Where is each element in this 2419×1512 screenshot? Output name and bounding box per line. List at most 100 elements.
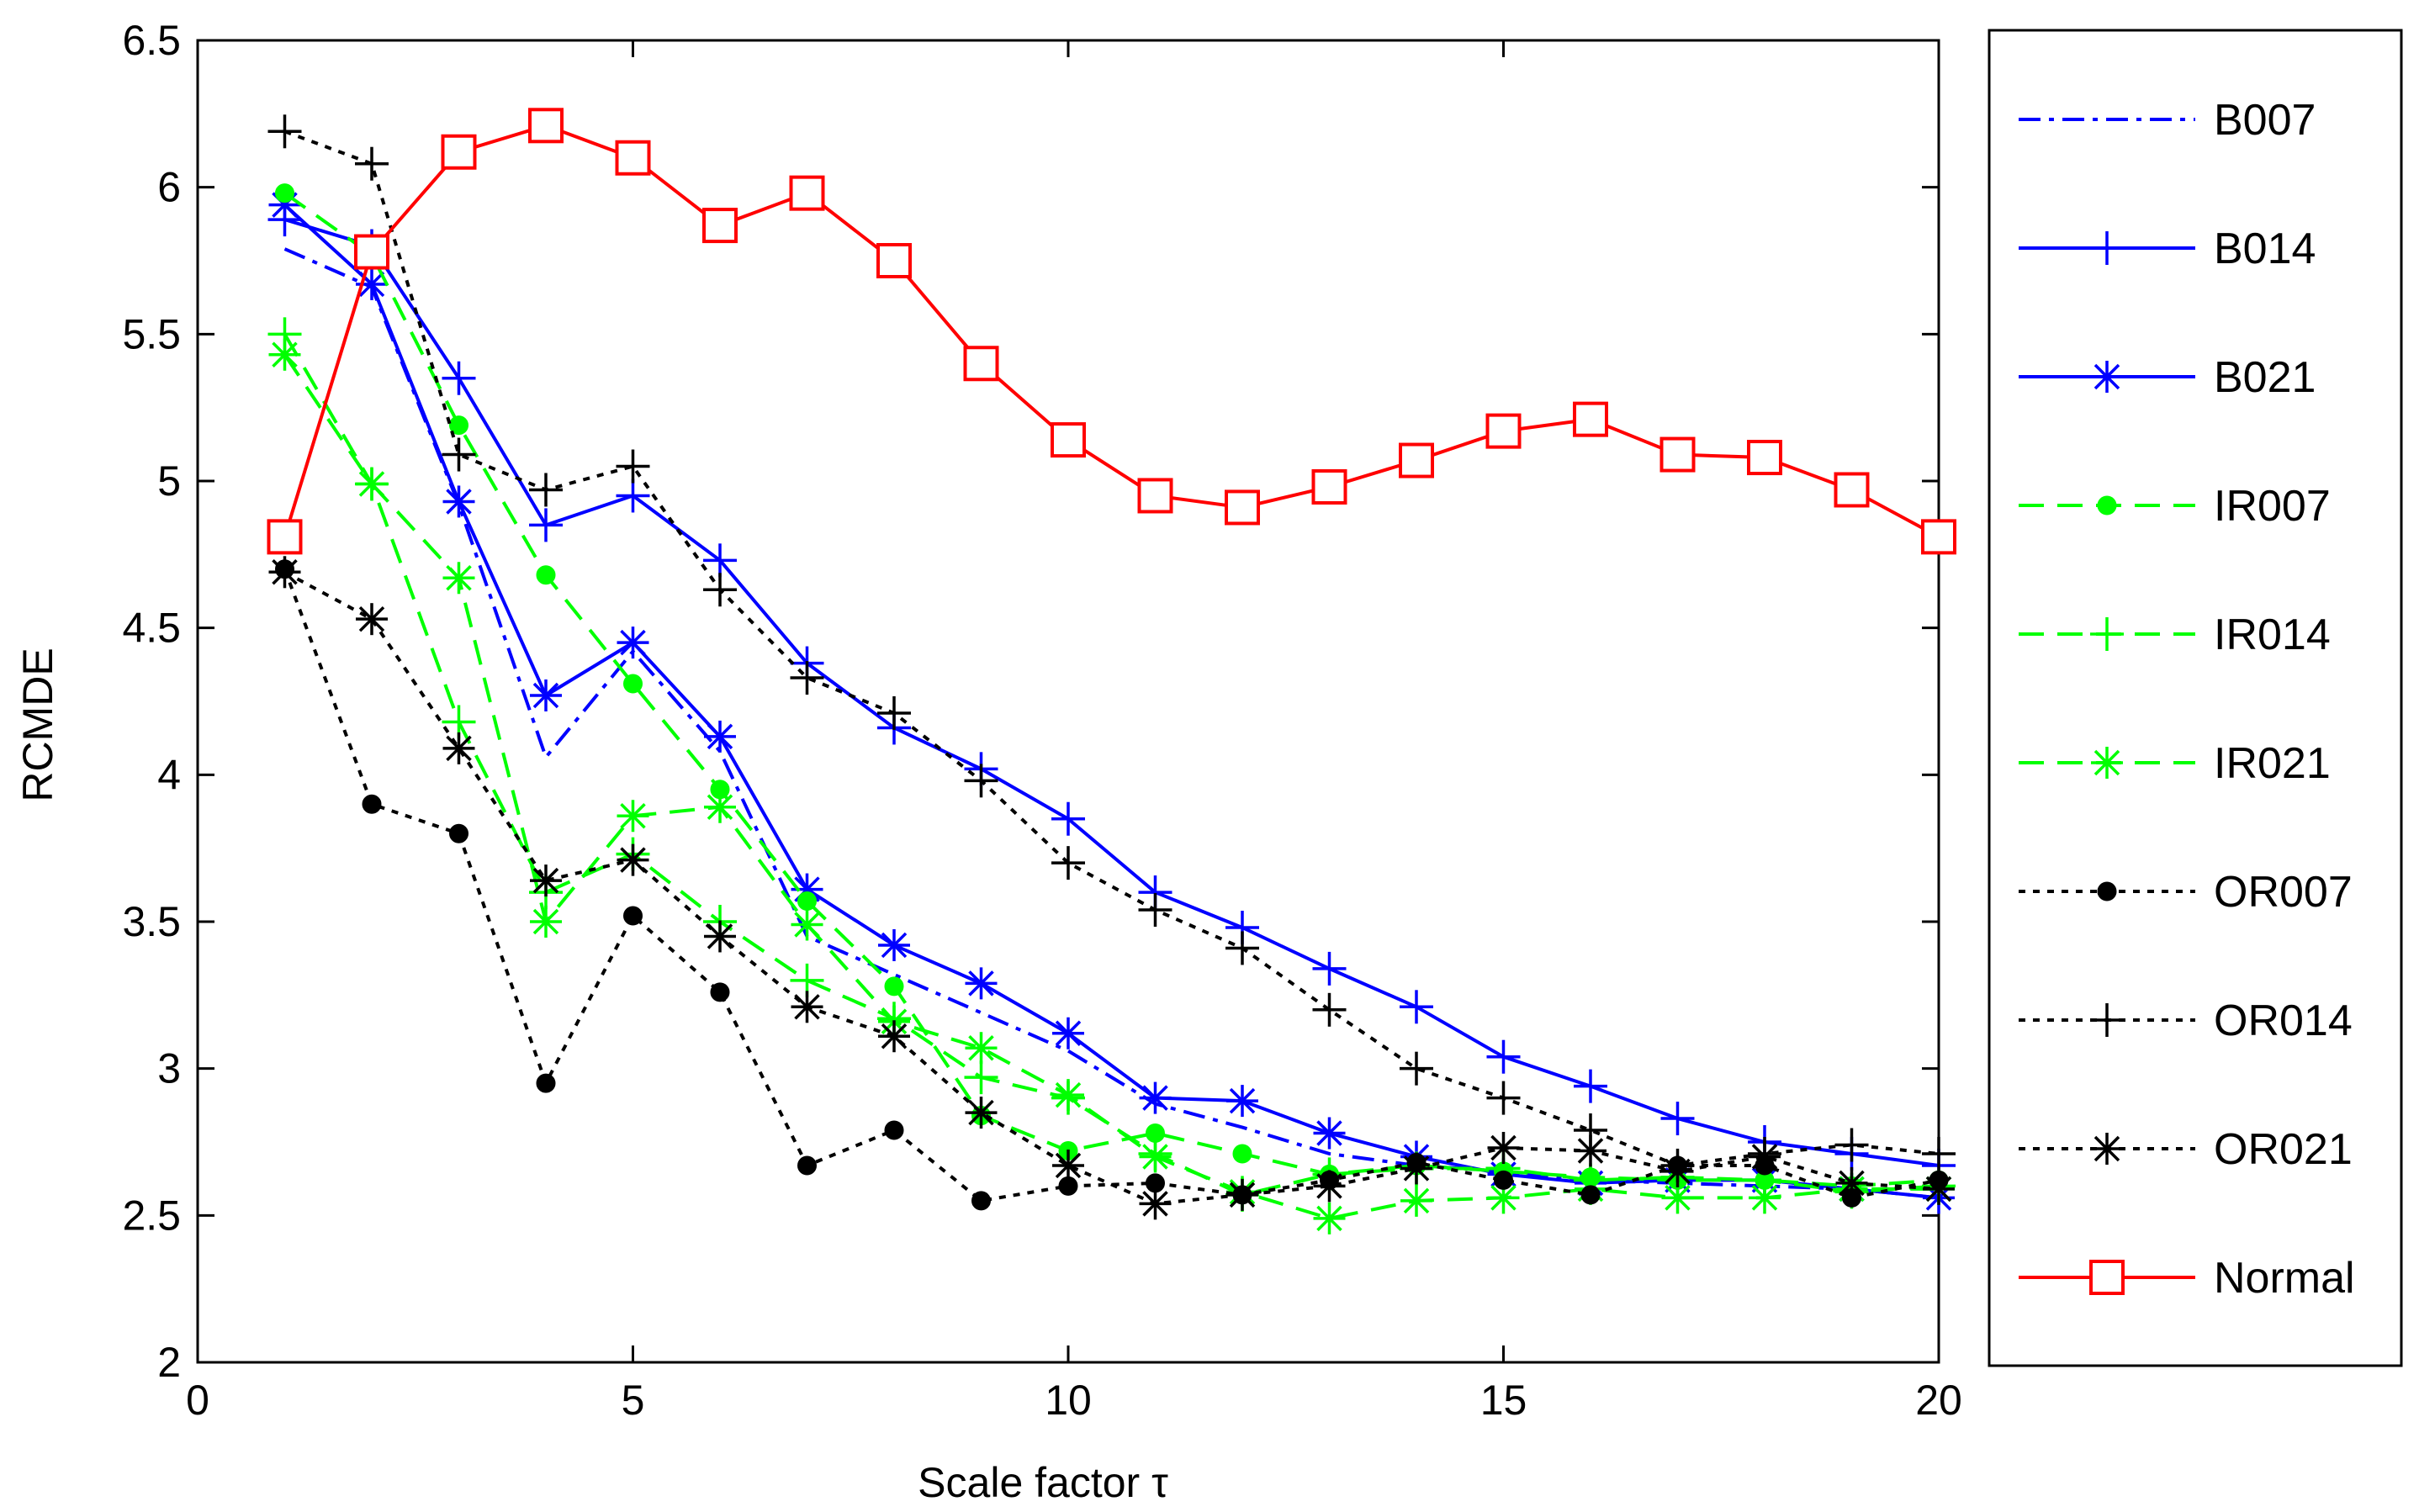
data-point-normal <box>1573 401 1608 437</box>
data-point-b014 <box>1660 1102 1695 1136</box>
series-line-ir007 <box>283 192 1940 1188</box>
legend-marker-b014 <box>2090 231 2124 265</box>
legend-marker-b021 <box>2091 361 2123 393</box>
y-tick-label: 5.5 <box>122 310 181 357</box>
series-b007 <box>283 247 1940 1200</box>
data-point-normal <box>1921 519 1956 555</box>
y-tick-label: 6 <box>157 164 181 211</box>
data-point-normal <box>876 243 912 278</box>
data-point-or014 <box>1225 931 1259 965</box>
y-tick-label: 2 <box>157 1339 181 1386</box>
series-or021 <box>268 556 1955 1220</box>
data-point-b014 <box>1574 1069 1607 1103</box>
data-point-ir021 <box>1400 1184 1432 1217</box>
data-point-ir021 <box>791 908 823 941</box>
data-point-b021 <box>1313 1117 1346 1150</box>
legend-label-ir007: IR007 <box>2214 482 2331 531</box>
data-point-or021 <box>1139 1187 1172 1220</box>
series-layer <box>267 108 1956 1234</box>
series-line-or021 <box>283 570 1940 1206</box>
data-point-or021 <box>1575 1134 1606 1167</box>
data-point-normal <box>1834 472 1870 508</box>
data-point-or007 <box>797 1155 817 1176</box>
data-point-ir021 <box>704 790 736 823</box>
legend-label-ir014: IR014 <box>2214 611 2331 659</box>
axes-layer: 0 5 10 15 20 2 2.5 3 3.5 4 4.5 5 5.5 6 6.5 <box>122 17 1961 1424</box>
data-point-or007 <box>449 823 468 843</box>
data-point-b021 <box>617 626 649 659</box>
data-point-b014 <box>1051 801 1085 836</box>
y-tick-label: 3 <box>157 1045 181 1092</box>
data-point-b021 <box>530 679 562 712</box>
data-point-or007 <box>710 982 730 1002</box>
legend-item-or007: OR007 <box>2019 868 2353 917</box>
data-point-or021 <box>1835 1166 1868 1199</box>
series-or014 <box>267 114 1956 1182</box>
data-point-normal <box>1485 413 1522 449</box>
data-point-or021 <box>1400 1152 1432 1185</box>
y-tick-label: 4 <box>157 751 181 798</box>
data-point-ir007 <box>884 976 904 997</box>
data-point-normal <box>963 346 999 382</box>
data-point-or014 <box>703 573 737 607</box>
legend-marker-normal <box>2089 1260 2125 1295</box>
data-point-or014 <box>790 661 824 695</box>
data-point-ir021 <box>356 468 388 500</box>
legend-label-b014: B014 <box>2214 225 2316 273</box>
series-line-normal <box>283 124 1940 539</box>
data-point-ir014 <box>964 1060 998 1095</box>
y-tick-label: 5 <box>157 457 181 505</box>
x-tick-label: 5 <box>622 1377 645 1424</box>
data-point-or021 <box>268 556 301 589</box>
series-line-or014 <box>283 130 1940 1167</box>
data-point-or007 <box>884 1120 904 1140</box>
legend-marker-or021 <box>2091 1133 2123 1165</box>
data-point-normal <box>1311 468 1347 505</box>
data-point-or014 <box>529 473 563 507</box>
data-point-b014 <box>616 478 650 513</box>
legend-label-normal: Normal <box>2214 1254 2355 1303</box>
data-point-or021 <box>704 920 736 953</box>
data-point-or021 <box>442 732 475 764</box>
legend-marker-ir007 <box>2097 495 2117 515</box>
legend-label-b021: B021 <box>2214 353 2316 402</box>
data-point-or021 <box>1313 1170 1346 1203</box>
legend-marker-ir014 <box>2090 617 2124 651</box>
data-point-or007 <box>971 1191 991 1211</box>
data-point-or014 <box>1922 1136 1956 1171</box>
data-point-b021 <box>878 928 910 961</box>
data-point-or007 <box>1580 1185 1601 1205</box>
y-tick-label: 3.5 <box>122 898 181 945</box>
data-point-or014 <box>1138 893 1172 928</box>
data-point-normal <box>615 140 651 176</box>
data-point-or014 <box>877 695 911 730</box>
series-line-b007 <box>283 247 1940 1200</box>
data-point-b021 <box>1052 1017 1084 1049</box>
data-point-normal <box>1225 489 1260 526</box>
data-point-normal <box>267 519 303 555</box>
data-point-ir021 <box>1139 1140 1172 1173</box>
legend: B007 B014 B021 IR007 IR014 IR021 OR007 OR014 OR0… <box>1988 29 2403 1367</box>
data-point-ir021 <box>965 1032 998 1065</box>
x-tick-label: 0 <box>186 1377 209 1424</box>
data-point-normal <box>354 234 389 270</box>
y-axis-label: RCMDE <box>14 648 61 801</box>
legend-label-or014: OR014 <box>2214 997 2353 1045</box>
legend-label-b007: B007 <box>2214 96 2316 145</box>
data-point-or007 <box>623 906 643 926</box>
data-point-b014 <box>1400 990 1433 1024</box>
data-point-or021 <box>617 843 649 876</box>
y-tick-label: 4.5 <box>122 605 181 652</box>
data-point-b021 <box>965 967 998 1000</box>
legend-item-ir007: IR007 <box>2019 482 2331 531</box>
data-point-normal <box>528 108 564 144</box>
data-point-ir021 <box>1749 1182 1781 1214</box>
data-point-or014 <box>1834 1128 1869 1162</box>
legend-marker-or014 <box>2090 1003 2124 1037</box>
data-point-or021 <box>965 1097 998 1129</box>
legend-item-b021: B021 <box>2019 353 2316 402</box>
legend-label-or021: OR021 <box>2214 1125 2353 1174</box>
series-line-b014 <box>283 218 1940 1167</box>
data-point-normal <box>1659 436 1696 473</box>
